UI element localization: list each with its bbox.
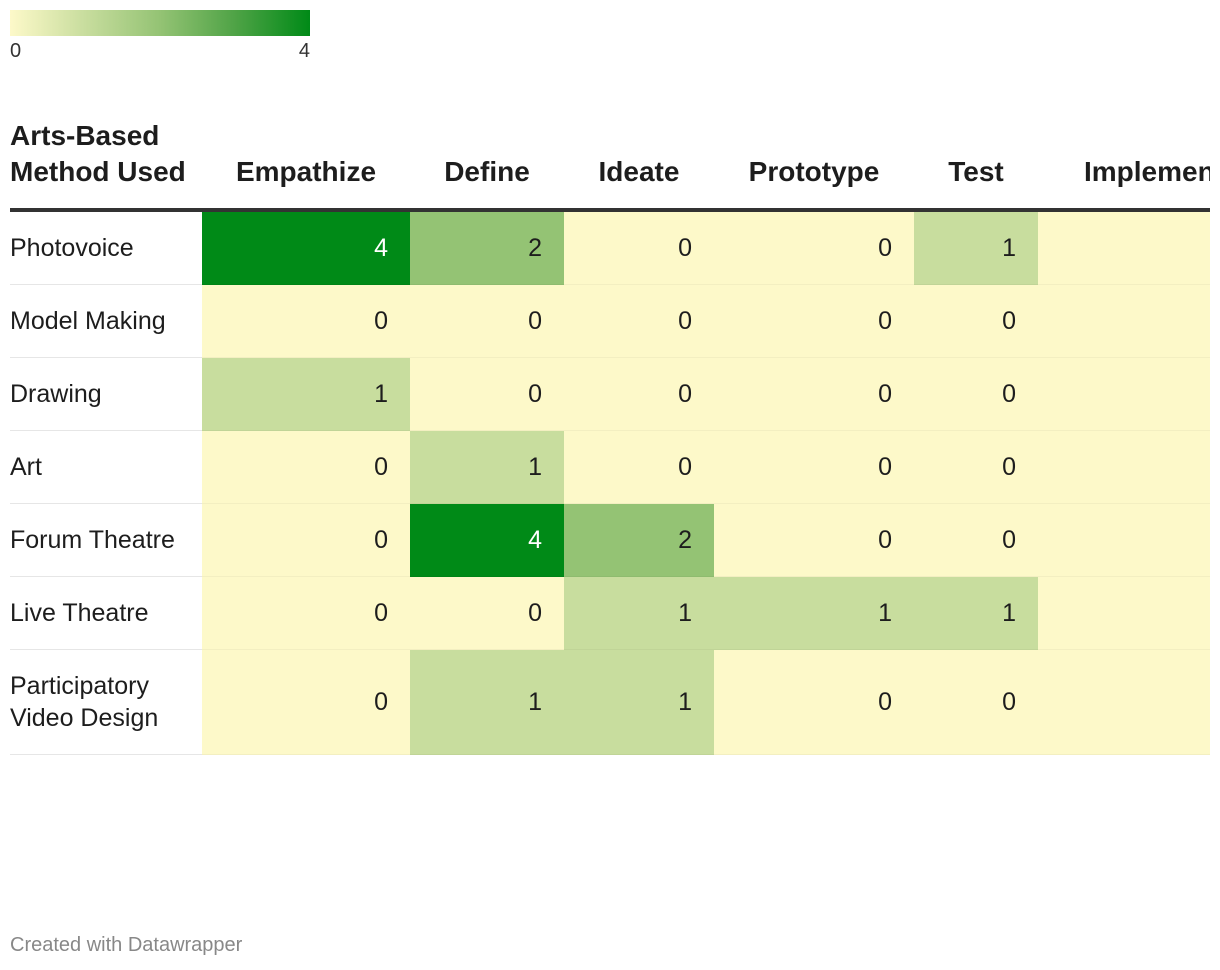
table-container: Arts-Based Method Used Empathize Define Ide… bbox=[10, 118, 1210, 755]
heat-cell: 0 bbox=[1038, 430, 1210, 504]
heat-cell: 0 bbox=[714, 430, 914, 504]
heat-cell: 0 bbox=[564, 430, 714, 504]
row-label: Participatory Video Design bbox=[10, 649, 202, 755]
heat-cell: 0 bbox=[914, 649, 1038, 755]
heat-cell: 4 bbox=[202, 210, 410, 285]
heat-cell: 0 bbox=[1038, 357, 1210, 431]
row-label: Drawing bbox=[10, 357, 202, 431]
heat-cell: 0 bbox=[1038, 210, 1210, 285]
heat-cell: 0 bbox=[714, 357, 914, 431]
heat-cell: 0 bbox=[564, 357, 714, 431]
table-body: Photovoice420010Model Making000000Drawin… bbox=[10, 210, 1210, 755]
column-header: Empathize bbox=[202, 118, 410, 212]
column-header: Define bbox=[410, 118, 564, 212]
heat-cell: 4 bbox=[410, 503, 564, 577]
heat-cell: 0 bbox=[914, 284, 1038, 358]
row-label: Live Theatre bbox=[10, 576, 202, 650]
table-row: Model Making000000 bbox=[10, 284, 1210, 358]
heat-cell: 1 bbox=[410, 649, 564, 755]
table-row: Forum Theatre042000 bbox=[10, 503, 1210, 577]
column-header: Ideate bbox=[564, 118, 714, 212]
heat-cell: 0 bbox=[410, 284, 564, 358]
legend-gradient bbox=[10, 10, 310, 36]
heat-cell: 2 bbox=[564, 503, 714, 577]
row-label: Art bbox=[10, 430, 202, 504]
heat-cell: 0 bbox=[202, 284, 410, 358]
row-label: Forum Theatre bbox=[10, 503, 202, 577]
heat-cell: 0 bbox=[410, 357, 564, 431]
heat-cell: 0 bbox=[410, 576, 564, 650]
heat-cell: 1 bbox=[564, 576, 714, 650]
legend-min-label: 0 bbox=[10, 40, 22, 62]
heat-cell: 0 bbox=[564, 284, 714, 358]
heat-cell: 0 bbox=[202, 430, 410, 504]
heat-cell: 0 bbox=[714, 503, 914, 577]
heat-cell: 0 bbox=[914, 430, 1038, 504]
heat-cell: 0 bbox=[1038, 649, 1210, 755]
heat-cell: 0 bbox=[202, 503, 410, 577]
heat-cell: 2 bbox=[410, 210, 564, 285]
table-row: Participatory Video Design011000 bbox=[10, 649, 1210, 755]
row-label: Photovoice bbox=[10, 210, 202, 285]
heat-cell: 0 bbox=[202, 649, 410, 755]
heat-cell: 1 bbox=[202, 357, 410, 431]
heat-cell: 0 bbox=[914, 357, 1038, 431]
row-label: Model Making bbox=[10, 284, 202, 358]
heat-cell: 0 bbox=[1038, 284, 1210, 358]
column-header: Implement bbox=[1038, 118, 1210, 212]
heat-cell: 0 bbox=[202, 576, 410, 650]
heat-cell: 0 bbox=[1038, 503, 1210, 577]
header-row: Arts-Based Method Used Empathize Define Ide… bbox=[10, 118, 1210, 212]
table-row: Live Theatre001110 bbox=[10, 576, 1210, 650]
column-header: Prototype bbox=[714, 118, 914, 212]
table-row: Art010000 bbox=[10, 430, 1210, 504]
column-header: Test bbox=[914, 118, 1038, 212]
table-row: Drawing100000 bbox=[10, 357, 1210, 431]
column-header: Arts-Based Method Used bbox=[10, 118, 202, 212]
heatmap-table: Arts-Based Method Used Empathize Define Ide… bbox=[10, 118, 1210, 755]
heat-cell: 1 bbox=[410, 430, 564, 504]
heat-cell: 0 bbox=[714, 210, 914, 285]
heat-cell: 1 bbox=[714, 576, 914, 650]
heat-cell: 0 bbox=[714, 284, 914, 358]
heat-cell: 0 bbox=[1038, 576, 1210, 650]
heat-cell: 1 bbox=[564, 649, 714, 755]
legend-max-label: 4 bbox=[298, 40, 310, 62]
heat-cell: 0 bbox=[914, 503, 1038, 577]
heat-cell: 0 bbox=[714, 649, 914, 755]
heat-cell: 1 bbox=[914, 576, 1038, 650]
heat-cell: 1 bbox=[914, 210, 1038, 285]
footer: Created with Datawrapper bbox=[10, 934, 243, 956]
heat-cell: 0 bbox=[564, 210, 714, 285]
table-row: Photovoice420010 bbox=[10, 210, 1210, 285]
